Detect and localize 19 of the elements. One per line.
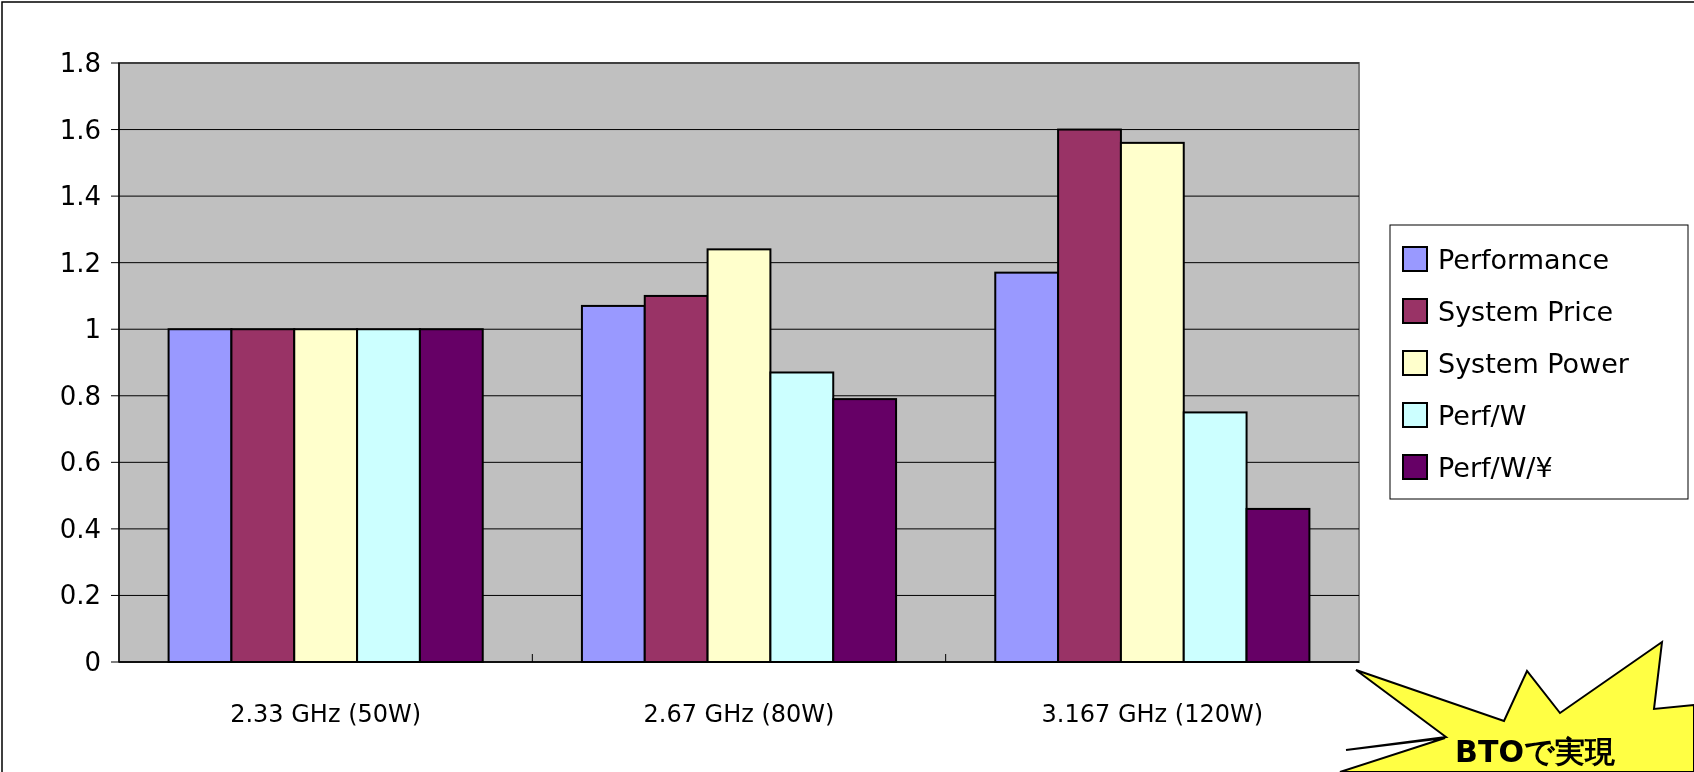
x-tick-label: 3.167 GHz (120W) [1041,700,1264,728]
legend-label: Performance [1438,244,1610,275]
y-tick-label: 0 [84,647,101,677]
text: BTOで実現 [1455,734,1616,769]
y-tick-label: 0.4 [59,513,101,544]
y-tick-label: 1.6 [59,114,101,145]
y-tick-label: 1.4 [59,181,101,212]
y-tick-label: 0.2 [59,580,101,611]
y-tick-label: 1.8 [59,48,101,78]
legend-label: Perf/W/¥ [1438,452,1553,483]
legend-label: Perf/W [1438,400,1527,431]
legend-label: System Price [1438,296,1614,327]
y-tick-label: 1 [84,314,101,345]
legend-label: System Power [1438,348,1630,379]
x-tick-label: 2.33 GHz (50W) [230,700,422,728]
y-tick-label: 0.8 [59,380,101,411]
x-tick-label: 2.67 GHz (80W) [643,700,835,728]
y-tick-label: 0.6 [59,447,101,478]
y-tick-label: 1.2 [59,247,101,278]
